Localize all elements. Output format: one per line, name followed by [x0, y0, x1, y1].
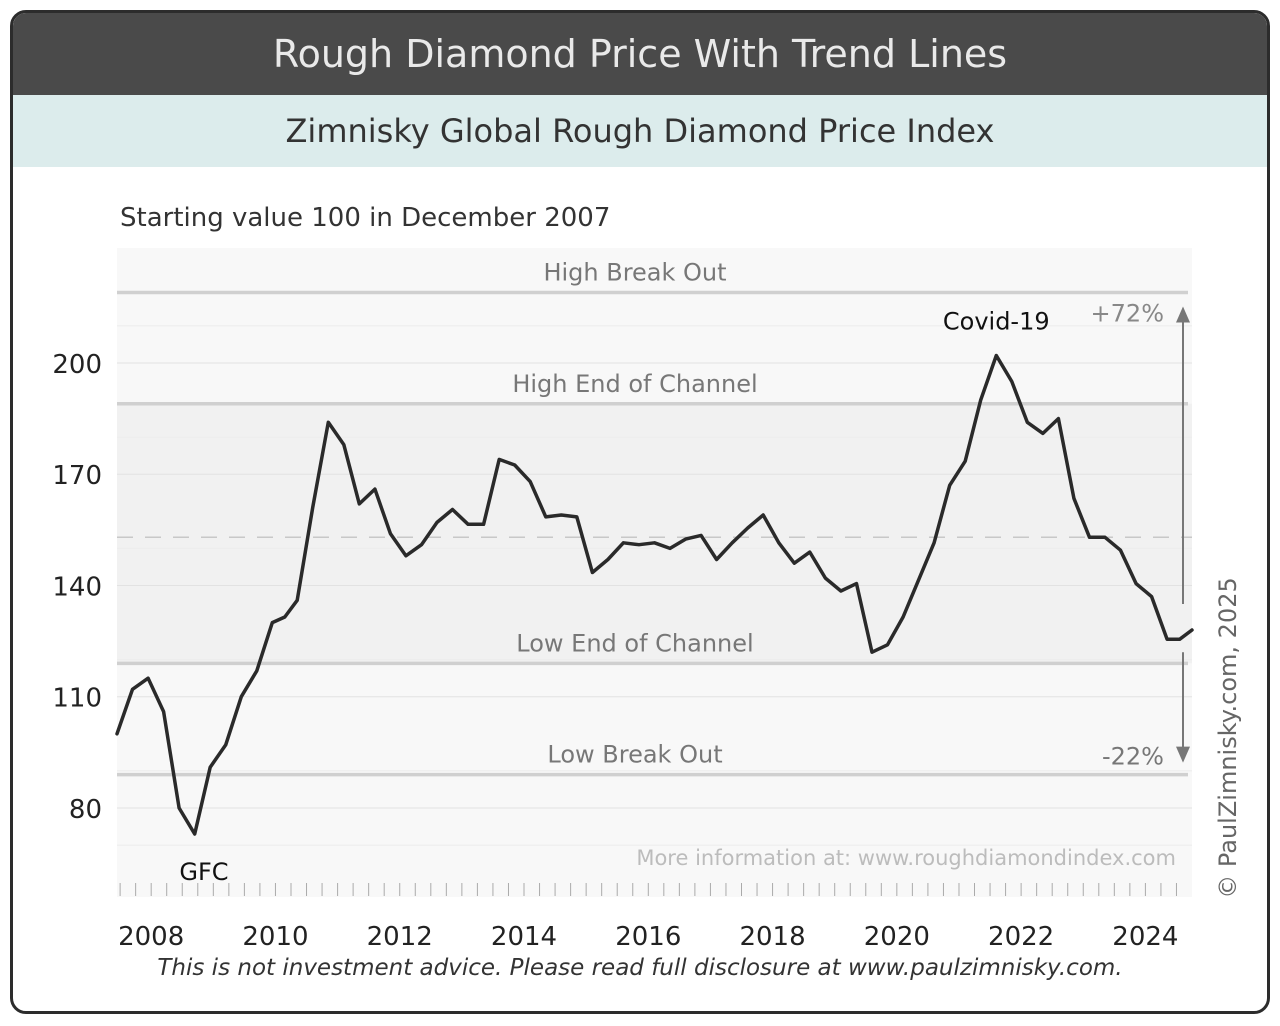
annotation-covid: Covid-19 [943, 307, 1050, 335]
more-info-text: More information at: www.roughdiamondind… [636, 846, 1176, 870]
reference-label: Low End of Channel [516, 629, 753, 657]
x-tick-label: 2016 [615, 922, 681, 952]
x-tick-label: 2012 [367, 922, 433, 952]
disclaimer-text: This is not investment advice. Please re… [157, 955, 1123, 981]
annotation-plus72: +72% [1091, 300, 1164, 328]
page-title: Rough Diamond Price With Trend Lines [13, 13, 1267, 95]
down-arrow-icon [1176, 746, 1190, 763]
x-tick-label: 2022 [988, 922, 1054, 952]
reference-label: High End of Channel [512, 370, 757, 398]
x-tick-label: 2020 [864, 922, 930, 952]
up-arrow-icon [1176, 306, 1190, 323]
y-tick-label: 140 [52, 572, 102, 602]
reference-label: High Break Out [543, 259, 726, 287]
page-subtitle: Zimnisky Global Rough Diamond Price Inde… [13, 95, 1267, 167]
channel-band [117, 403, 1192, 664]
annotation-minus22: -22% [1102, 743, 1164, 771]
x-tick-label: 2010 [242, 922, 308, 952]
x-tick-label: 2018 [739, 922, 805, 952]
y-tick-label: 200 [52, 350, 102, 380]
y-tick-label: 110 [52, 684, 102, 714]
chart-note: Starting value 100 in December 2007 [120, 203, 610, 233]
y-tick-label: 170 [52, 461, 102, 491]
annotation-gfc: GFC [179, 858, 228, 886]
x-tick-label: 2024 [1112, 922, 1178, 952]
copyright-credit: © PaulZimnisky.com, 2025 [1214, 577, 1242, 899]
price-index-line [115, 353, 1194, 836]
y-tick-label: 80 [69, 795, 102, 825]
x-tick-label: 2008 [118, 922, 184, 952]
reference-label: Low Break Out [547, 741, 722, 769]
x-tick-label: 2014 [491, 922, 557, 952]
